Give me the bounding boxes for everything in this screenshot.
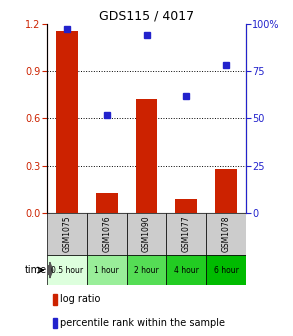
Bar (87, 255, 127, 285)
Bar (96, 193, 117, 213)
Text: 2 hour: 2 hour (134, 265, 159, 275)
Text: log ratio: log ratio (60, 294, 100, 304)
Text: 1 hour: 1 hour (94, 265, 119, 275)
Title: GDS115 / 4017: GDS115 / 4017 (99, 9, 194, 23)
Bar (127, 213, 166, 255)
Bar (47, 255, 87, 285)
Bar (166, 213, 206, 255)
Text: time: time (25, 265, 47, 275)
Text: 0.5 hour: 0.5 hour (51, 265, 83, 275)
Bar (166, 255, 206, 285)
Text: GSM1077: GSM1077 (182, 216, 191, 252)
Text: GSM1076: GSM1076 (102, 216, 111, 252)
Bar (87, 213, 127, 255)
Text: GSM1090: GSM1090 (142, 216, 151, 252)
Bar (56, 32, 78, 213)
FancyArrow shape (48, 262, 53, 278)
Bar (47, 213, 87, 255)
Bar (136, 99, 157, 213)
Bar (127, 255, 166, 285)
Text: 4 hour: 4 hour (174, 265, 199, 275)
Bar (215, 169, 237, 213)
Text: GSM1078: GSM1078 (222, 216, 231, 252)
Text: GSM1075: GSM1075 (62, 216, 71, 252)
Bar (53, 294, 57, 305)
Bar (206, 213, 246, 255)
Text: percentile rank within the sample: percentile rank within the sample (60, 318, 225, 328)
Bar (206, 255, 246, 285)
Bar (53, 318, 57, 328)
Text: 6 hour: 6 hour (214, 265, 239, 275)
Bar (176, 199, 197, 213)
